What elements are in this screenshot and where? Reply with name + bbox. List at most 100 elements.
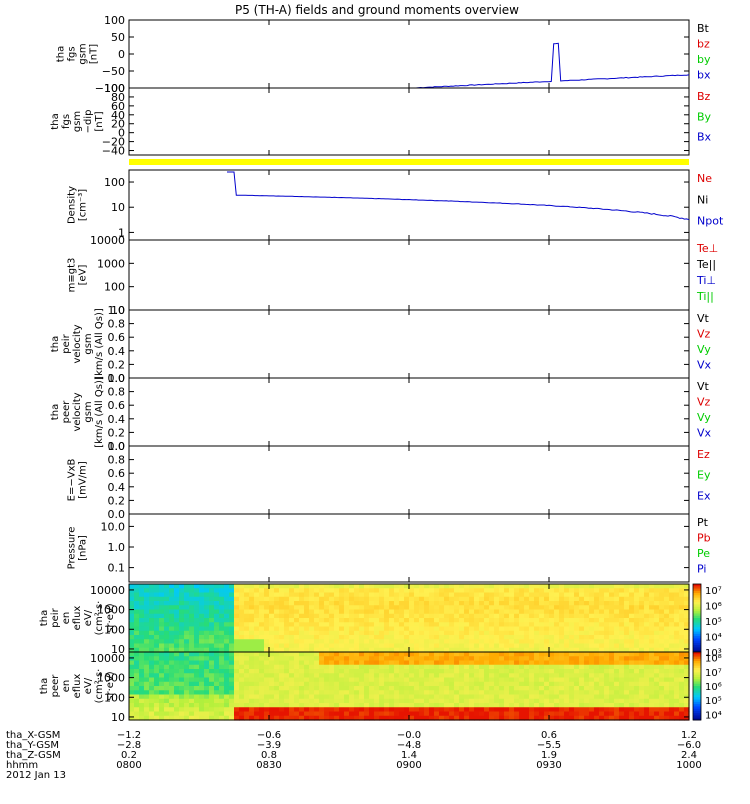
y-tick-label: 1.0: [108, 440, 126, 453]
legend-Bz: Bz: [697, 90, 711, 103]
colorbar-tick: 10³: [705, 648, 722, 659]
y-tick-label: 10.0: [101, 520, 126, 533]
panel-frame: [128, 169, 690, 241]
y-tick-label: 1.0: [108, 372, 126, 385]
x-tick-label: 0.8: [261, 750, 277, 761]
y-tick-label: 20: [111, 118, 125, 131]
y-tick-label: −40: [102, 145, 125, 158]
legend-Npot: Npot: [697, 215, 724, 228]
colorbar-tick: 10⁵: [705, 696, 722, 707]
legend-Vx: Vx: [697, 359, 712, 372]
panel-peer_velocity: 1.00.80.60.40.20.0thapeervelocitygsm[km/…: [50, 372, 690, 453]
y-tick-label: 0.4: [108, 345, 126, 358]
panel-frame: [128, 377, 690, 447]
y-tick-label: 0.4: [108, 413, 126, 426]
y-tick-label: 0: [118, 127, 125, 140]
y-tick-label: 100: [104, 14, 125, 27]
panel-density: 100 10 1 Density[cm⁻³]: [67, 169, 690, 241]
y-axis-label: thapeirvelocitygsm[km/s (All Qs)]: [50, 308, 105, 380]
y-tick-label: 100: [104, 691, 125, 704]
y-tick-label: 0.0: [108, 440, 126, 453]
legend-Pb: Pb: [697, 532, 711, 545]
legend-Te||: Te||: [696, 258, 716, 271]
x-tick-label: 1.4: [401, 750, 417, 761]
colorbar-tick: 10⁷: [705, 586, 722, 597]
panel-peer_spectrogram: 10000 1000 100 10 thapeerenefluxeV/(cm²·s·sr…: [39, 651, 702, 724]
panel-frame: [128, 19, 690, 89]
peir_spectrogram-cells: [129, 584, 690, 653]
x-tick-label: 2.4: [681, 750, 697, 761]
x-tick-label: −6.0: [677, 740, 701, 751]
x-tick-label: 1000: [676, 760, 701, 771]
y-tick-label: 0.2: [108, 494, 126, 507]
peir_spectrogram-colorbar: [692, 583, 702, 653]
y-tick-label: 0.1: [108, 562, 126, 575]
y-tick-label: 1000: [97, 672, 125, 685]
y-tick-label: 0.2: [108, 358, 126, 371]
y-tick-label: 100: [104, 623, 125, 636]
series-bx: [385, 42, 690, 89]
y-axis-label: thapeirenefluxeV/(cm²·s·sr·eV): [39, 601, 116, 636]
y-tick-label: 0.8: [108, 454, 126, 467]
panel-peir_velocity: 1.00.80.60.40.20.0thapeirvelocitygsm[km/…: [50, 304, 690, 385]
panel-temperature: 10000 1000 100 10 m≡gt3[eV]: [67, 234, 690, 317]
legend-Vx: Vx: [697, 427, 712, 440]
x-tick-label: 0930: [536, 760, 561, 771]
plot-title: P5 (TH-A) fields and ground moments over…: [235, 3, 519, 17]
y-axis-label: Pressure[nPa]: [67, 527, 89, 570]
y-tick-label: 10: [111, 643, 125, 656]
y-tick-label: 1000: [97, 257, 125, 270]
x-tick-label: −3.9: [257, 740, 281, 751]
panel-frame: [128, 239, 690, 311]
x-tick-label: −4.8: [397, 740, 421, 751]
colorbar-tick: 10⁸: [705, 654, 722, 665]
y-axis-label: m≡gt3[eV]: [67, 258, 89, 293]
x-row-label: tha_X-GSM: [6, 730, 60, 741]
legend-by: by: [697, 53, 711, 66]
y-tick-label: 10000: [90, 234, 125, 247]
y-tick-label: 1000: [97, 604, 125, 617]
quality-flag-bar: [129, 159, 689, 165]
y-tick-label: 10: [111, 201, 125, 214]
y-axis-label: thapeervelocitygsm[km/s (All Qs)]: [50, 376, 105, 448]
legend-Bt: Bt: [697, 22, 710, 35]
panel-frame: [128, 309, 690, 379]
colorbar-tick: 10⁴: [705, 633, 722, 644]
date-label: 2012 Jan 13: [6, 770, 66, 781]
legend-bz: bz: [697, 38, 710, 51]
colorbar-tick: 10⁴: [705, 710, 722, 721]
y-tick-label: 40: [111, 109, 125, 122]
panel-frame: [128, 445, 690, 515]
legend-Pi: Pi: [697, 563, 706, 576]
x-tick-label: 0.2: [121, 750, 137, 761]
x-tick-label: −0.0: [397, 730, 421, 741]
y-tick-label: 10000: [90, 652, 125, 665]
legend-Vt: Vt: [697, 312, 710, 325]
legend-Vz: Vz: [697, 396, 711, 409]
peer_spectrogram-colorbar: [692, 651, 702, 721]
y-tick-label: −50: [102, 65, 125, 78]
colorbar-tick: 10⁷: [705, 668, 722, 679]
y-tick-label: 10: [111, 711, 125, 724]
legend-bx: bx: [697, 69, 711, 82]
x-row-label: tha_Z-GSM: [6, 750, 61, 761]
x-tick-label: 0800: [116, 760, 141, 771]
panel-frame: [128, 87, 690, 156]
y-tick-label: −100: [95, 82, 125, 95]
y-tick-label: 0.8: [108, 318, 126, 331]
y-tick-label: 0.6: [108, 331, 126, 344]
x-tick-label: −2.8: [117, 740, 141, 751]
colorbar-tick: 10⁶: [705, 682, 722, 693]
x-tick-label: −5.5: [537, 740, 561, 751]
panel-frame: [128, 513, 690, 583]
y-tick-label: 1.0: [108, 541, 126, 554]
legend-Ez: Ez: [697, 448, 710, 461]
y-tick-label: 100: [104, 82, 125, 95]
y-axis-label: thafgsgsm−dip[nT]: [50, 110, 105, 134]
y-tick-label: 100: [104, 176, 125, 189]
y-tick-label: 60: [111, 100, 125, 113]
legend-Te⊥: Te⊥: [696, 242, 718, 255]
legend-Pt: Pt: [697, 516, 709, 529]
